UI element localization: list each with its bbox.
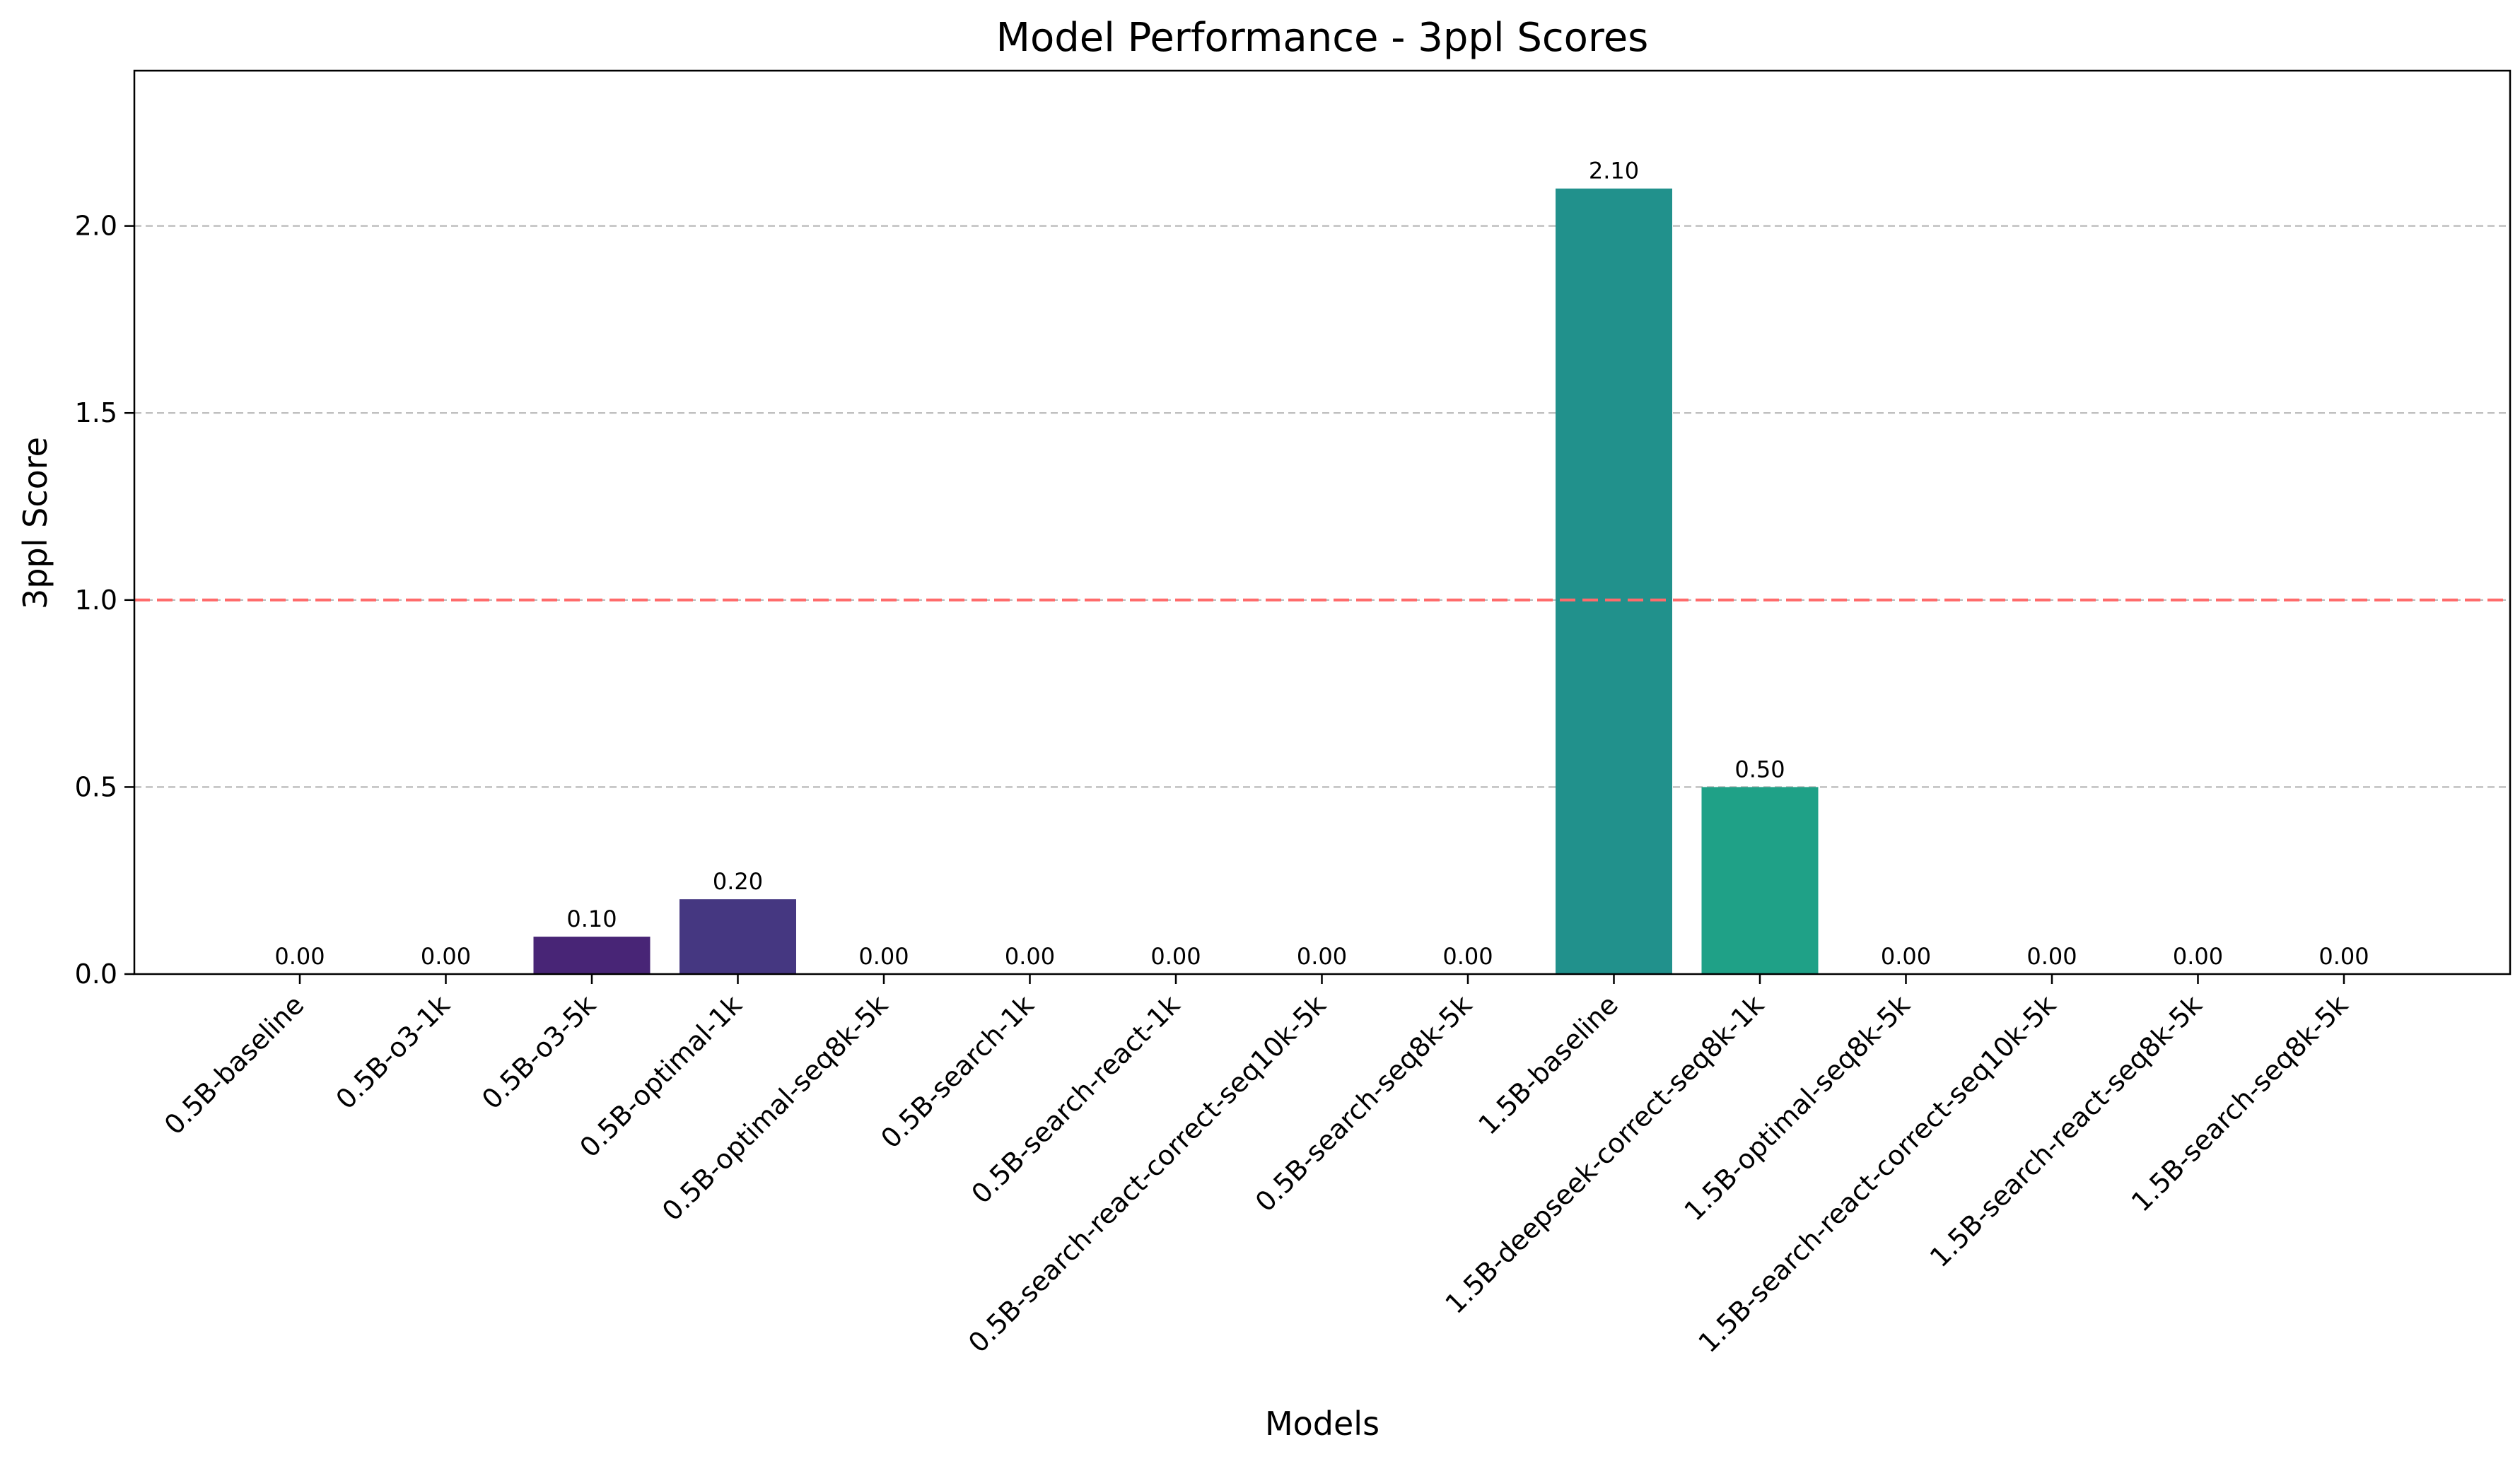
- bar-value-label: 0.20: [713, 868, 763, 895]
- bar-value-label: 0.00: [2173, 943, 2223, 970]
- bar-value-label: 0.50: [1734, 756, 1785, 783]
- bar: [1556, 188, 1672, 974]
- bar-value-label: 0.00: [1005, 943, 1055, 970]
- y-tick-label: 1.5: [75, 397, 117, 428]
- bar-value-label: 0.00: [2318, 943, 2369, 970]
- bar-value-label: 0.00: [1150, 943, 1201, 970]
- bar: [1701, 787, 1819, 974]
- bar-value-label: 2.10: [1589, 158, 1639, 184]
- bar-value-label: 0.00: [1442, 943, 1493, 970]
- x-axis-label: Models: [1265, 1405, 1379, 1443]
- bar-value-label: 0.00: [1881, 943, 1931, 970]
- data-labels: 0.00 0.00 0.10 0.20 0.00 0.00 0.00 0.00 0.00 2.10…: [274, 158, 2369, 970]
- y-tick-label: 1.0: [75, 585, 117, 616]
- chart-title: Model Performance - 3ppl Scores: [996, 15, 1649, 61]
- y-tick-label: 0.5: [75, 771, 117, 802]
- y-axis-ticks: 0.0 0.5 1.0 1.5 2.0: [75, 211, 134, 990]
- bar-value-label: 0.00: [2026, 943, 2077, 970]
- bar-value-label: 0.10: [566, 906, 617, 932]
- y-axis-label: 3ppl Score: [16, 437, 54, 609]
- y-tick-label: 2.0: [75, 211, 117, 242]
- bar-value-label: 0.00: [274, 943, 325, 970]
- bar-value-label: 0.00: [1297, 943, 1347, 970]
- bar: [533, 937, 651, 974]
- bars: [533, 188, 1819, 974]
- bar-value-label: 0.00: [421, 943, 471, 970]
- bar-value-label: 0.00: [858, 943, 909, 970]
- bar: [679, 899, 796, 974]
- y-tick-label: 0.0: [75, 959, 117, 990]
